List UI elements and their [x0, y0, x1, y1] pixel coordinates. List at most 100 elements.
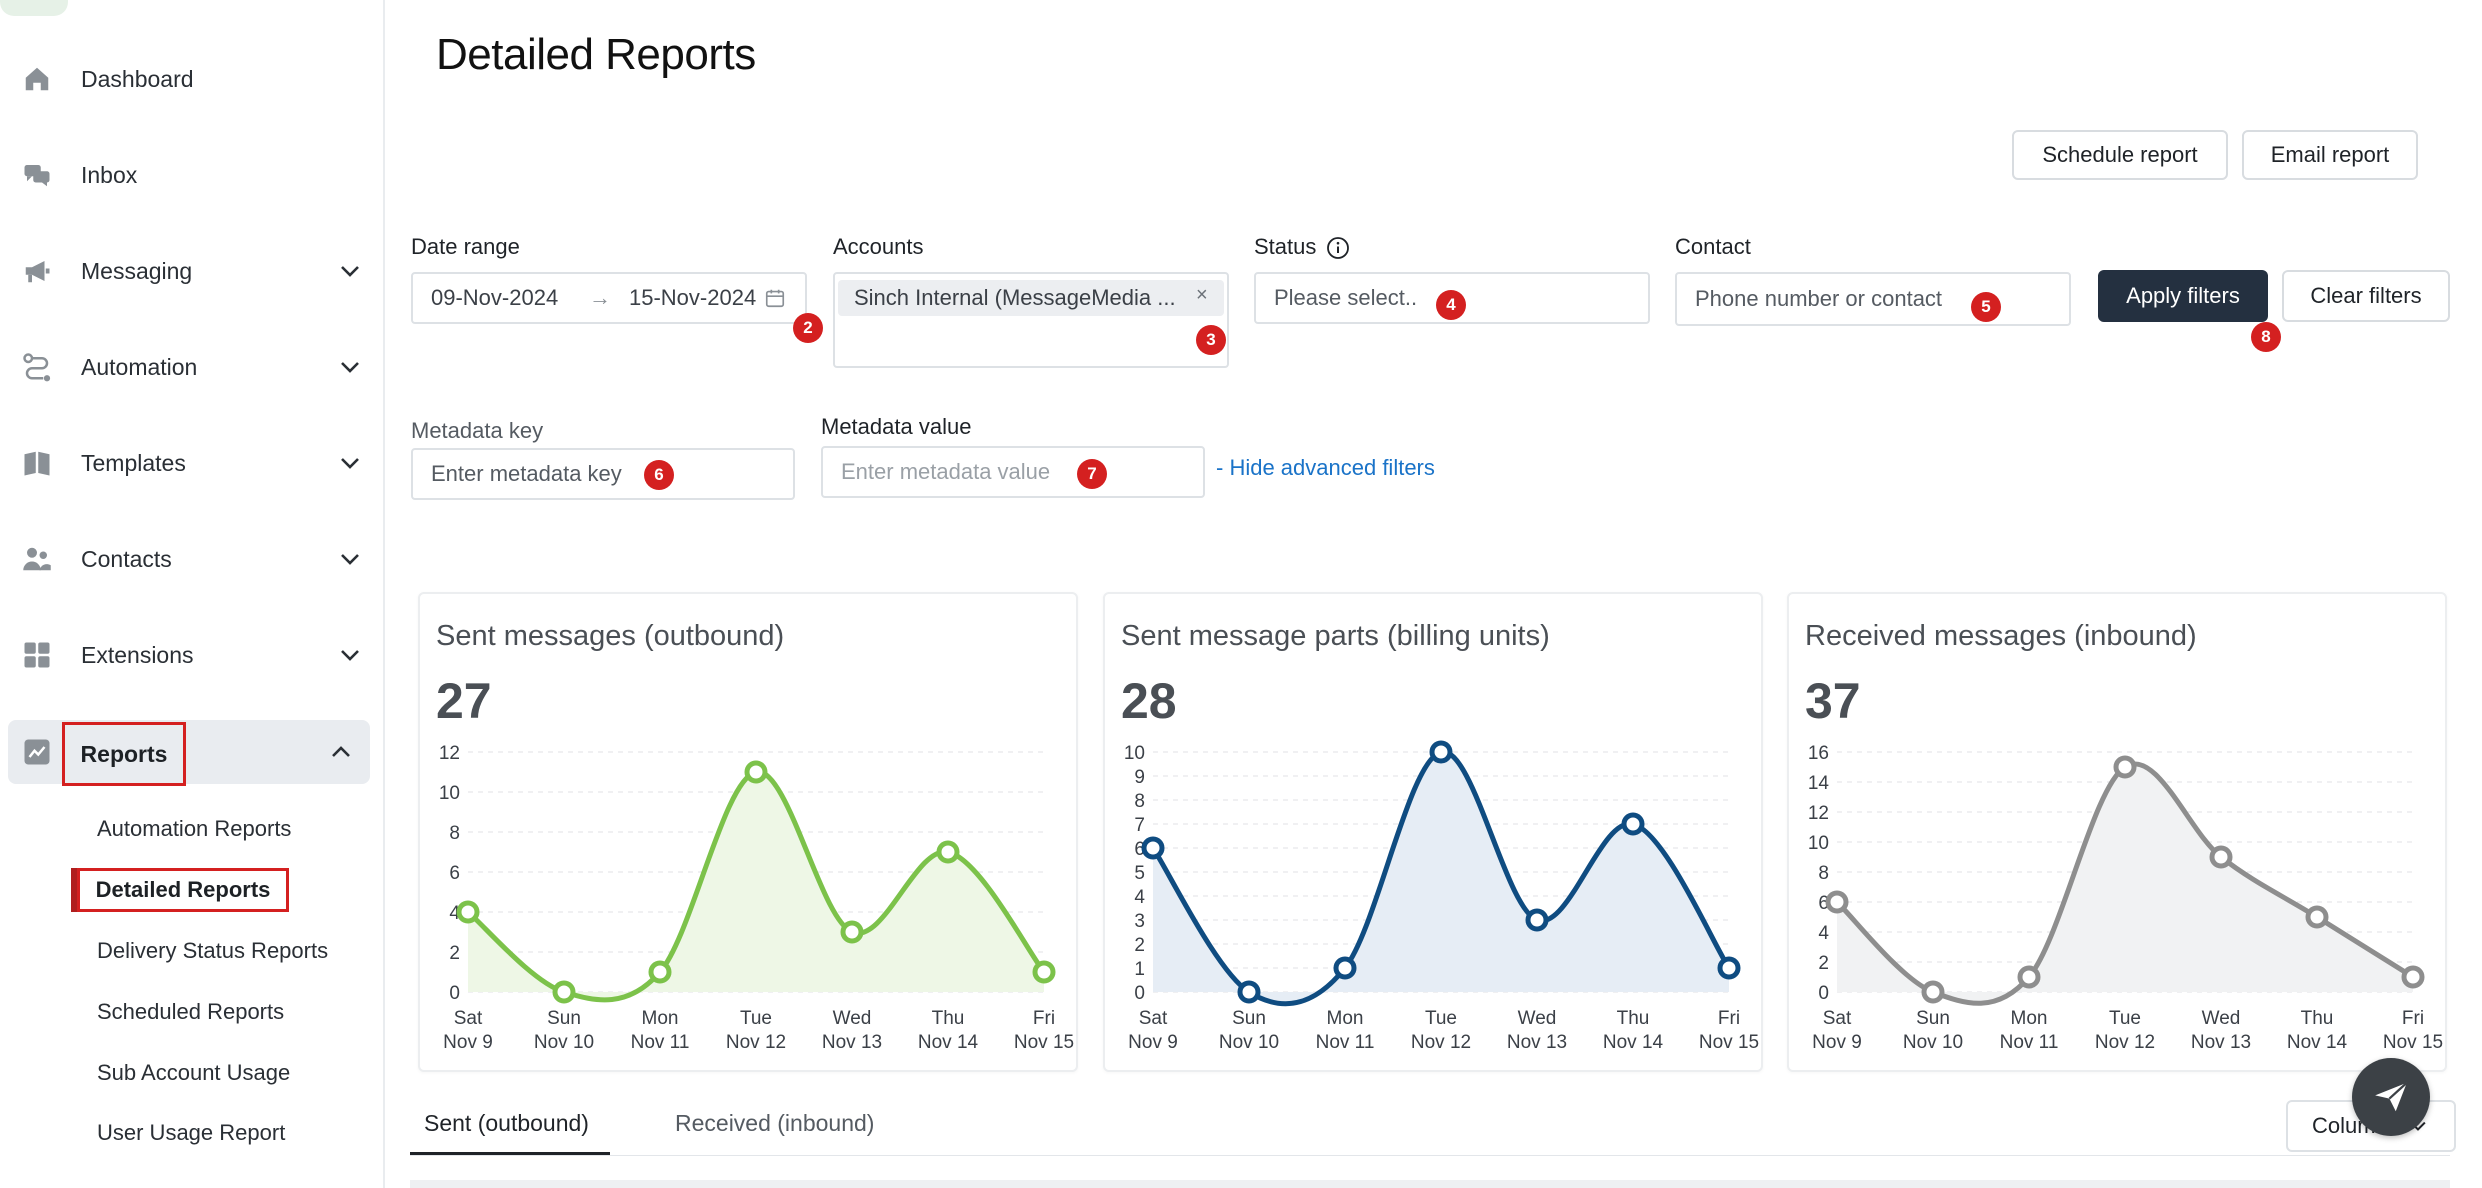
- sidebar-subitem-automation-reports[interactable]: Automation Reports: [97, 816, 292, 841]
- sidebar-subitem-sub-account-usage[interactable]: Sub Account Usage: [97, 1060, 291, 1085]
- y-tick-label: 8: [449, 823, 460, 844]
- x-tick-label: Nov 12: [1411, 1032, 1471, 1053]
- y-tick-label: 6: [449, 863, 460, 884]
- y-tick-label: 5: [1134, 863, 1145, 884]
- apply-filters-button[interactable]: Apply filters: [2098, 270, 2268, 322]
- sidebar-item-label[interactable]: Reports: [62, 722, 186, 786]
- tab-sent-outbound[interactable]: Sent (outbound): [424, 1110, 589, 1136]
- schedule-report-button[interactable]: Schedule report: [2012, 130, 2228, 180]
- y-tick-label: 8: [1134, 791, 1145, 812]
- x-tick-label: Sat: [454, 1008, 483, 1029]
- chat-launcher-button[interactable]: [2352, 1058, 2430, 1136]
- sidebar-item-label: Extensions: [81, 641, 194, 668]
- y-tick-label: 4: [449, 903, 460, 924]
- clear-filters-button[interactable]: Clear filters: [2282, 270, 2450, 322]
- x-tick-label: Fri: [2402, 1008, 2424, 1029]
- sidebar-item-label: Dashboard: [81, 65, 194, 92]
- card-title: Received messages (inbound): [1805, 620, 2197, 652]
- card-title: Sent messages (outbound): [436, 620, 785, 652]
- y-tick-label: 12: [1808, 803, 1829, 824]
- x-tick-label: Nov 13: [1507, 1032, 1567, 1053]
- x-tick-label: Mon: [1327, 1008, 1364, 1029]
- y-tick-label: 3: [1134, 911, 1145, 932]
- contact-placeholder: Phone number or contact: [1695, 286, 1943, 311]
- y-tick-label: 9: [1134, 767, 1145, 788]
- sidebar-item-contacts[interactable]: Contacts: [0, 529, 385, 589]
- data-point: [552, 980, 576, 1004]
- close-icon[interactable]: ×: [1196, 284, 1208, 306]
- users-icon: [20, 542, 54, 576]
- metadata-key-input[interactable]: Enter metadata key: [411, 448, 795, 500]
- x-tick-label: Nov 11: [631, 1032, 690, 1053]
- metadata-value-placeholder: Enter metadata value: [841, 459, 1051, 484]
- date-from[interactable]: 09-Nov-2024: [431, 285, 559, 310]
- metadata-key-placeholder: Enter metadata key: [431, 461, 622, 486]
- active-tab-underline: [410, 1152, 610, 1155]
- sidebar-item-extensions[interactable]: Extensions: [0, 625, 385, 685]
- date-range-input[interactable]: 09-Nov-2024 → 15-Nov-2024: [411, 272, 807, 324]
- table-header-strip: [410, 1180, 2450, 1188]
- x-tick-label: Nov 14: [1603, 1032, 1664, 1053]
- received-messages-chart: 0 2 4 6 8 10 12 14 16 Sat Nov 9 Sun Nov 10 Mon Nov 11 T…: [1808, 743, 2443, 1053]
- chat-bubbles-icon: [20, 158, 54, 192]
- annotation-badge: 5: [1971, 292, 2001, 322]
- sidebar-subitem-scheduled-reports[interactable]: Scheduled Reports: [97, 999, 285, 1024]
- sidebar-item-messaging[interactable]: Messaging: [0, 241, 385, 301]
- data-point: [1717, 956, 1741, 980]
- sidebar-item-inbox[interactable]: Inbox: [0, 145, 385, 205]
- y-tick-label: 7: [1134, 815, 1145, 836]
- megaphone-icon: [20, 254, 54, 288]
- y-tick-label: 0: [449, 983, 460, 1004]
- x-tick-label: Nov 11: [1316, 1032, 1375, 1053]
- sidebar-item-dashboard[interactable]: Dashboard: [0, 49, 385, 109]
- paper-plane-icon: [2372, 1078, 2410, 1116]
- active-indicator: [71, 868, 77, 912]
- email-report-button[interactable]: Email report: [2242, 130, 2418, 180]
- x-tick-label: Sun: [547, 1008, 581, 1029]
- chevron-down-icon: [337, 354, 363, 380]
- sidebar-item-reports[interactable]: [8, 720, 370, 784]
- sidebar-item-templates[interactable]: Templates: [0, 433, 385, 493]
- x-tick-label: Nov 11: [2000, 1032, 2059, 1053]
- received-messages-card: Received messages (inbound) 37 0 2 4 6 8 10 12…: [1787, 592, 2447, 1072]
- tab-received-inbound[interactable]: Received (inbound): [675, 1110, 875, 1136]
- calendar-icon[interactable]: [764, 287, 786, 309]
- data-point: [1333, 956, 1357, 980]
- x-tick-label: Tue: [1425, 1008, 1457, 1029]
- sidebar-item-label: Contacts: [81, 545, 172, 572]
- sidebar-subitem-delivery-status-reports[interactable]: Delivery Status Reports: [97, 938, 329, 963]
- sidebar-subitem-user-usage-report[interactable]: User Usage Report: [97, 1120, 286, 1145]
- account-chip: Sinch Internal (MessageMedia ...: [838, 280, 1224, 316]
- x-tick-label: Nov 13: [822, 1032, 882, 1053]
- sidebar-subitem-detailed-reports[interactable]: Detailed Reports: [77, 868, 289, 912]
- x-tick-label: Thu: [2301, 1008, 2334, 1029]
- y-tick-label: 6: [1134, 839, 1145, 860]
- date-to[interactable]: 15-Nov-2024: [629, 285, 757, 310]
- y-tick-label: 0: [1134, 983, 1145, 1004]
- data-point: [1621, 812, 1645, 836]
- x-tick-label: Nov 14: [2287, 1032, 2348, 1053]
- x-tick-label: Nov 12: [2095, 1032, 2155, 1053]
- data-point: [2209, 845, 2233, 869]
- metadata-value-input[interactable]: Enter metadata value: [821, 446, 1205, 498]
- data-point: [1429, 740, 1453, 764]
- data-point: [456, 900, 480, 924]
- hide-advanced-filters-link[interactable]: - Hide advanced filters: [1216, 455, 1435, 480]
- x-tick-label: Tue: [740, 1008, 772, 1029]
- x-tick-label: Wed: [2202, 1008, 2241, 1029]
- annotation-badge: 7: [1077, 459, 1107, 489]
- y-tick-label: 12: [439, 743, 460, 764]
- x-tick-label: Fri: [1033, 1008, 1055, 1029]
- data-point: [1141, 836, 1165, 860]
- y-tick-label: 14: [1808, 773, 1830, 794]
- series-area: [468, 771, 1044, 1000]
- status-label: Status: [1254, 234, 1317, 259]
- x-tick-label: Nov 9: [1128, 1032, 1178, 1053]
- contact-input[interactable]: Phone number or contact: [1675, 272, 2071, 326]
- card-title: Sent message parts (billing units): [1121, 620, 1550, 652]
- x-tick-label: Nov 13: [2191, 1032, 2251, 1053]
- sidebar-item-automation[interactable]: Automation: [0, 337, 385, 397]
- x-tick-label: Sun: [1232, 1008, 1266, 1029]
- y-tick-label: 10: [439, 783, 460, 804]
- x-tick-label: Mon: [642, 1008, 679, 1029]
